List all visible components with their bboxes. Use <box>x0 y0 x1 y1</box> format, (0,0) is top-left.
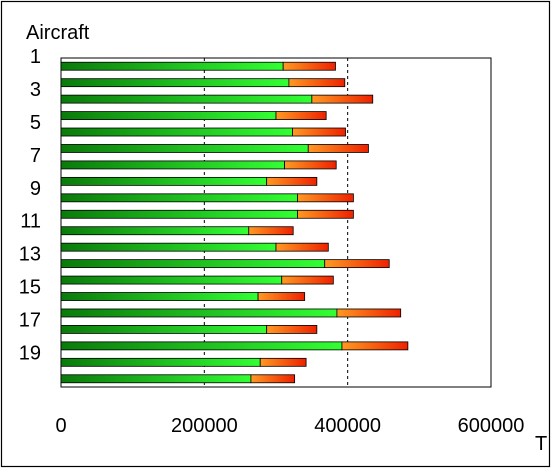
bar-segment-green <box>60 78 290 88</box>
bar-segment-orange <box>259 357 307 367</box>
bar-segment-green <box>60 94 313 104</box>
category-axis-title: Aircraft <box>26 22 90 44</box>
bar-segment-green <box>60 127 293 137</box>
bar-segment-green <box>60 193 298 203</box>
bar-segment-green <box>60 275 283 285</box>
x-tick-labels: 0 200000 400000 600000 <box>55 415 524 437</box>
y-tick-label: 19 <box>19 342 41 364</box>
bar-segment-orange <box>266 176 318 186</box>
bar-segment-orange <box>341 341 409 351</box>
bar-segment-green <box>60 242 277 252</box>
y-tick-label: 15 <box>19 277 41 299</box>
y-tick-label: 9 <box>30 178 41 200</box>
bar-segment-orange <box>250 374 296 384</box>
bar-segment-orange <box>297 193 354 203</box>
bar-segment-green <box>60 308 338 318</box>
y-tick-label: 17 <box>19 309 41 331</box>
y-tick-label: 11 <box>20 211 41 233</box>
y-tick-label: 5 <box>30 112 41 134</box>
bar-segment-orange <box>292 127 346 137</box>
bar-segment-orange <box>284 160 337 170</box>
bar-segment-green <box>60 259 326 269</box>
bar-segment-orange <box>248 226 294 236</box>
bar-segment-orange <box>275 242 329 252</box>
bar-segment-green <box>60 292 259 301</box>
bar-segment-orange <box>336 308 402 318</box>
bar-segment-orange <box>275 111 327 120</box>
bar-segment-orange <box>266 325 318 334</box>
x-tick-label: 0 <box>55 415 66 437</box>
bar-segment-orange <box>307 144 369 153</box>
bar-segment-orange <box>311 94 374 104</box>
bar-segment-green <box>60 144 309 153</box>
bar-segment-green <box>60 357 261 367</box>
x-tick-label: 200000 <box>171 415 238 437</box>
bars <box>60 61 409 384</box>
bar-segment-green <box>60 61 284 71</box>
bar-segment-green <box>60 209 298 219</box>
plot-area <box>60 57 492 388</box>
bar-segment-orange <box>257 292 306 301</box>
bar-segment-green <box>60 374 252 384</box>
x-tick-label: 400000 <box>314 415 381 437</box>
y-tick-label: 3 <box>30 79 41 101</box>
bar-segment-green <box>60 176 268 186</box>
bar-segment-green <box>60 325 268 334</box>
bar-segment-green <box>60 160 286 170</box>
bar-segment-orange <box>288 78 346 88</box>
y-tick-label: 7 <box>30 145 41 167</box>
bar-segment-green <box>60 226 250 236</box>
y-tick-label: 1 <box>30 46 41 68</box>
bar-segment-orange <box>282 61 336 71</box>
bar-segment-green <box>60 341 343 351</box>
bar-segment-orange <box>297 209 354 219</box>
bar-segment-green <box>60 111 277 120</box>
bar-segment-orange <box>324 259 390 269</box>
value-axis-title: T <box>535 433 547 455</box>
x-tick-label: 600000 <box>458 415 525 437</box>
y-tick-label: 13 <box>19 244 41 266</box>
bar-segment-orange <box>281 275 334 285</box>
